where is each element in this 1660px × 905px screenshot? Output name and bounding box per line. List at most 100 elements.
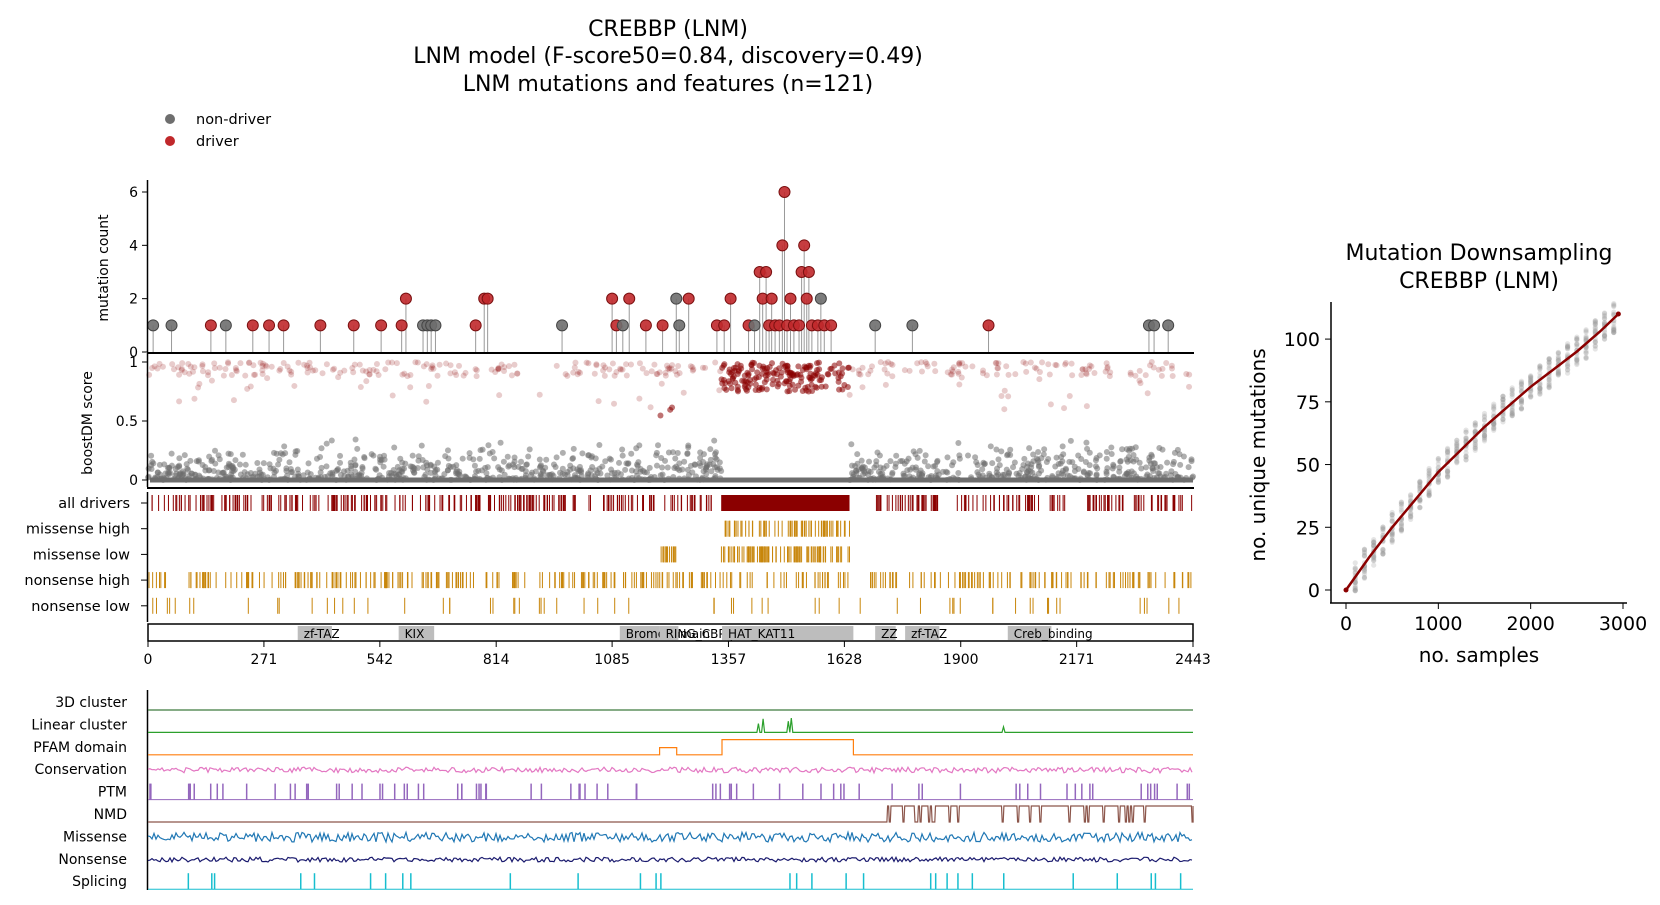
- score-point: [958, 374, 965, 381]
- downsampling-point: [1537, 386, 1543, 392]
- score-point: [602, 458, 609, 465]
- score-point: [593, 362, 600, 369]
- score-point: [1010, 464, 1017, 471]
- score-point: [1035, 463, 1042, 470]
- protein-x-tick-label: 814: [483, 652, 510, 668]
- score-point: [165, 470, 172, 477]
- downsampling-point: [1361, 547, 1368, 553]
- downsampling-point: [1380, 547, 1386, 553]
- score-point: [504, 453, 511, 460]
- downsampling-point: [1546, 359, 1552, 365]
- score-point: [352, 462, 359, 469]
- downsampling-point: [1454, 443, 1460, 449]
- score-point: [576, 467, 583, 474]
- score-point: [526, 446, 533, 453]
- downsampling-point: [1408, 510, 1414, 516]
- score-point: [1163, 360, 1170, 367]
- score-point: [292, 448, 299, 455]
- lollipop-driver-point: [277, 319, 290, 332]
- downsampling-point: [1491, 406, 1497, 412]
- score-point: [993, 371, 1000, 378]
- lollipop-panel: 0 2 4 6 mutation count: [96, 180, 1194, 361]
- downsampling-point: [1546, 381, 1552, 387]
- score-point: [432, 467, 439, 474]
- downsampling-point: [1444, 470, 1451, 476]
- score-point: [643, 370, 650, 377]
- score-point: [191, 364, 198, 371]
- score-point: [305, 460, 312, 467]
- downsampling-point: [1509, 410, 1515, 417]
- score-point: [1035, 470, 1042, 477]
- protein-x-axis: 0 271 542 814 1085 1357 1628 1900 2171 2443: [144, 641, 1211, 668]
- score-point: [643, 469, 650, 476]
- score-point: [923, 360, 930, 367]
- downsampling-point: [1555, 357, 1561, 364]
- downsampling-point: [1537, 382, 1543, 388]
- downsampling-fit-line: [1344, 313, 1620, 591]
- score-point: [1136, 367, 1143, 374]
- score-point: [257, 359, 264, 366]
- score-point: [205, 372, 212, 379]
- score-point: [624, 460, 631, 467]
- score-point: [1041, 446, 1048, 453]
- score-point: [925, 463, 932, 470]
- score-point: [190, 368, 197, 375]
- downsampling-title-line2: CREBBP (LNM): [1399, 269, 1559, 294]
- score-point: [154, 365, 161, 372]
- score-point: [196, 380, 203, 387]
- downsampling-point: [1555, 372, 1561, 378]
- score-point: [805, 388, 812, 395]
- score-point: [451, 369, 458, 376]
- score-point: [1188, 458, 1195, 465]
- score-point: [980, 459, 987, 466]
- score-point: [755, 374, 762, 381]
- downsampling-point: [1500, 399, 1506, 406]
- downsampling-point: [1583, 350, 1589, 356]
- downsampling-point: [1574, 335, 1580, 342]
- downsampling-point: [1361, 571, 1368, 577]
- downsampling-point: [1454, 445, 1460, 451]
- downsampling-point: [1408, 493, 1414, 499]
- score-point: [995, 365, 1002, 372]
- downsampling-point: [1417, 505, 1423, 511]
- downsampling-point: [1491, 405, 1497, 412]
- score-point: [932, 462, 939, 469]
- score-point: [882, 360, 889, 367]
- downsampling-point: [1555, 372, 1561, 378]
- score-point: [284, 363, 291, 370]
- downsampling-point: [1389, 537, 1395, 543]
- score-y-label: boostDM score: [80, 371, 96, 475]
- downsampling-point: [1601, 336, 1608, 342]
- domain-block: [1007, 626, 1052, 640]
- score-point: [956, 361, 963, 368]
- downsampling-point: [1611, 326, 1617, 332]
- score-point: [680, 389, 687, 396]
- score-point: [259, 360, 266, 367]
- score-point: [402, 460, 409, 467]
- downsampling-point: [1518, 379, 1525, 386]
- downsampling-point: [1500, 396, 1506, 403]
- downsampling-point: [1509, 389, 1515, 395]
- score-point: [859, 384, 866, 391]
- score-point: [818, 383, 825, 390]
- downsampling-point: [1491, 427, 1497, 433]
- score-point: [337, 452, 344, 459]
- score-point: [216, 456, 223, 463]
- downsampling-point: [1454, 437, 1460, 443]
- score-point: [781, 380, 788, 387]
- downsampling-point: [1518, 396, 1525, 402]
- score-point: [1007, 446, 1014, 453]
- downsampling-point: [1565, 370, 1571, 376]
- downsampling-point: [1352, 560, 1358, 566]
- downsampling-point: [1398, 499, 1404, 506]
- downsampling-x-tick-label: 1000: [1414, 613, 1462, 635]
- score-point: [675, 362, 682, 369]
- score-point: [653, 462, 660, 469]
- score-point: [807, 374, 814, 381]
- score-point: [1108, 450, 1115, 457]
- score-point: [366, 371, 373, 378]
- score-point: [1001, 387, 1008, 394]
- feature-label: Missense: [63, 829, 127, 845]
- score-point: [815, 359, 822, 366]
- downsampling-y-ticks: 0 25 50 75 100: [1284, 329, 1331, 602]
